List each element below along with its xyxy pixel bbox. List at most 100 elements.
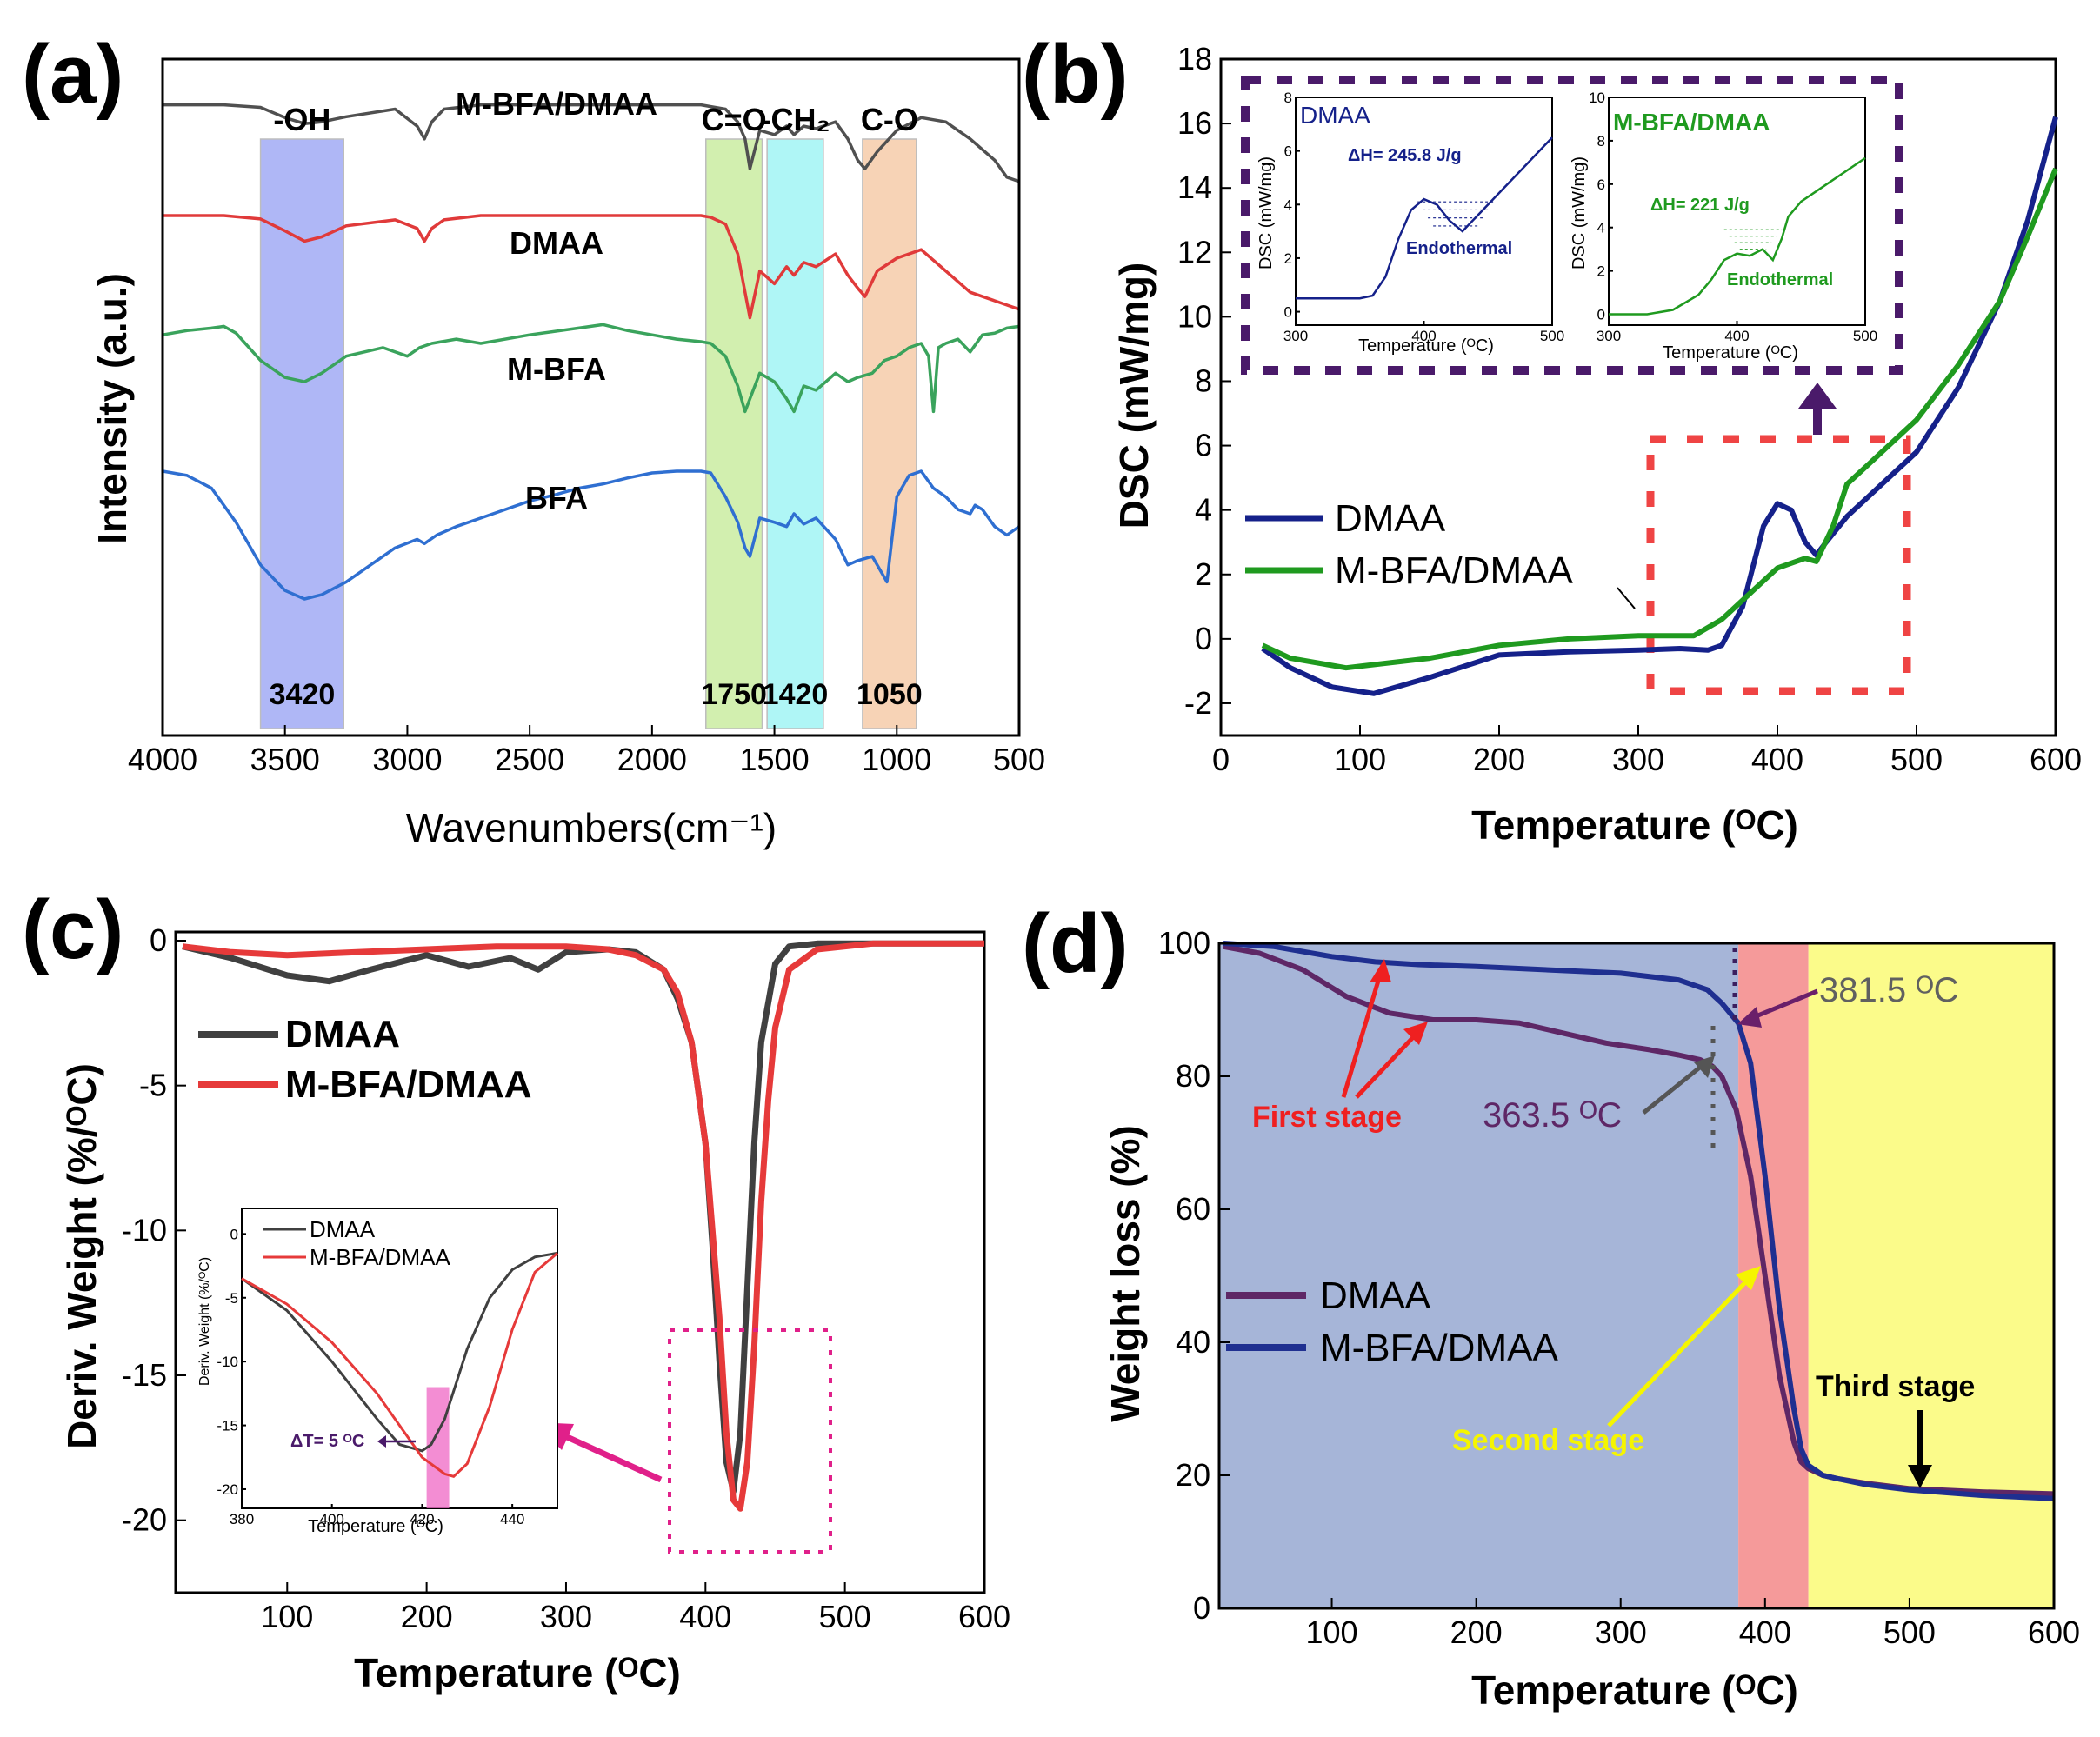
b-series-line-2 [1261,167,2058,671]
d-y-tick-label: 20 [1176,1457,1210,1493]
b-y-tick-label: 18 [1177,41,1212,77]
b-up-arrow [1798,383,1837,435]
b-x-axis-title: Temperature (ᴼC) [1471,802,1798,848]
a-x-tick-label: 4000 [128,742,197,777]
b-inset1-x-tick-label: 300 [1283,328,1308,344]
b-x-tick-label: 200 [1473,742,1525,777]
b-inset-dmaa-xlabel: Temperature (ᴼC) [1358,336,1494,356]
b-inset1-line [1296,136,1553,300]
b-inset2-y-tick-label: 4 [1597,220,1605,236]
d-legend-label-mbfa-dmaa: M-BFA/DMAA [1320,1327,1558,1369]
d-y-tick-label: 80 [1176,1058,1210,1094]
d-x-tick-label: 600 [2028,1614,2080,1650]
b-inset2-x-tick-label: 500 [1853,328,1877,344]
d-plot-frame [1217,942,2056,1610]
c-x-axis-title: Temperature (ᴼC) [354,1650,681,1695]
c-y-tick-label: -15 [122,1357,167,1393]
a-x-axis: 4000 3500 3000 2500 2000 1500 1000 500 [128,725,1045,777]
c-x-tick-label: 600 [958,1599,1010,1634]
a-x-tick-label: 2000 [617,742,687,777]
a-band-label: C=O [702,102,767,137]
c-series-line-2 [182,940,984,1512]
d-arrowhead-first-stage-2 [1403,1022,1428,1045]
b-inset1-x-tick-label: 500 [1540,328,1564,344]
b-inset-mbfa-dmaa-ylabel: DSC (mW/mg) [1570,156,1589,270]
b-legend-pointer [1617,587,1636,609]
d-x-tick-label: 100 [1306,1614,1358,1650]
a-y-axis-title: Intensity (a.u.) [90,273,135,544]
panel-c: (c) 100 200 300 400 500 600 0 -5 -10 -15 -20 DMAA … [22,883,1010,1695]
b-series-line-1 [1261,116,2058,696]
c-x-tick-label: 400 [679,1599,731,1634]
c-inset-ylabel: Deriv. Weight (%/ᴼC) [197,1257,212,1386]
a-x-tick-label: 500 [993,742,1045,777]
c-y-axis-title: Deriv. Weight (%/ᴼC) [59,1063,104,1449]
c-inset-x-tick-label: 440 [500,1511,524,1527]
b-inset-mbfa-dmaa-note: Endothermal [1727,270,1833,290]
a-band-2 [705,138,763,729]
c-inset-highlight [426,1387,450,1508]
d-y-axis-title: Weight loss (%) [1103,1125,1148,1422]
b-inset-mbfa-dmaa-dh: ΔH= 221 J/g [1650,196,1750,215]
c-y-tick-label: -5 [139,1068,167,1103]
b-zoom-box [1646,435,1911,695]
c-inset-y-tick-label: 0 [230,1226,238,1242]
b-inset1-y-tick-label: 6 [1284,143,1292,160]
b-inset1-y-tick-label: 2 [1284,250,1292,267]
c-zoom-box [668,1328,832,1554]
b-inset-mbfa-dmaa-title: M-BFA/DMAA [1613,109,1770,136]
d-y-tick-label: 0 [1193,1590,1210,1626]
c-plot-frame [174,930,986,1594]
d-x-tick-label: 300 [1595,1614,1647,1650]
c-inset-y-tick-label: -20 [217,1481,238,1498]
b-x-tick-label: 100 [1334,742,1386,777]
a-band-3 [766,138,824,729]
c-inset-xlabel: Temperature (ᴼC) [308,1517,443,1536]
b-y-tick-label: 2 [1195,556,1212,592]
d-x-tick-label: 400 [1739,1614,1791,1650]
a-plot-frame [161,57,1021,737]
b-y-tick-label: 8 [1195,363,1212,398]
d-label-first-stage: First stage [1252,1101,1402,1134]
d-arrowhead-first-stage-1 [1370,959,1391,982]
a-x-axis-title: Wavenumbers(cm⁻¹) [406,805,777,850]
c-inset-y-tick-label: -15 [217,1418,238,1434]
b-x-tick-label: 0 [1212,742,1230,777]
b-inset2-line [1609,156,1866,316]
b-inset-dmaa-ylabel: DSC (mW/mg) [1257,156,1276,270]
d-arrowhead-381 [1737,1007,1762,1028]
b-inset2-y-tick-label: 0 [1597,307,1605,323]
b-y-tick-label: 10 [1177,298,1212,334]
b-x-tick-label: 500 [1890,742,1943,777]
a-band-value: 1050 [857,678,923,711]
b-x-tick-label: 300 [1612,742,1664,777]
b-inset1-x-tick-label: 400 [1411,328,1436,344]
a-series-label: M-BFA [507,351,606,387]
panel-label-b: (b) [1022,28,1129,121]
d-legend: DMAA M-BFA/DMAA [1226,1274,1558,1369]
c-inset-x-tick-label: 380 [230,1511,254,1527]
b-inset-dmaa-note: Endothermal [1406,239,1512,258]
a-band-group [259,138,917,729]
c-y-tick-label: -10 [122,1212,167,1248]
d-legend-label-dmaa: DMAA [1320,1274,1431,1317]
c-inset-legend-label: M-BFA/DMAA [310,1244,450,1270]
panel-a: (a) 4000 3500 3000 2500 2000 1500 1000 500 -OH 3… [22,28,1045,850]
b-x-tick-label: 600 [2030,742,2082,777]
a-x-tick-label: 1000 [862,742,931,777]
a-series-label: DMAA [510,225,603,261]
b-inset-highlight-box [1241,76,1903,375]
d-arrow-381 [1749,988,1818,1022]
d-arrow-first-stage-2 [1355,1033,1417,1099]
b-y-tick-label: -2 [1184,685,1212,721]
a-x-tick-label: 3500 [250,742,320,777]
d-arrowhead-363 [1694,1055,1715,1078]
b-inset2-y-tick-label: 2 [1597,263,1605,280]
a-series-labels: -OH 3420 C=O 1750 -CH₂ 1420 C-O 1050 M-BFA/DMAA D… [270,86,923,711]
d-x-axis-title: Temperature (ᴼC) [1471,1667,1798,1713]
a-x-tick-label: 3000 [372,742,442,777]
b-y-tick-label: 14 [1177,170,1212,205]
b-x-tick-label: 400 [1751,742,1803,777]
c-inset-delta-t: ΔT= 5 ᴼC [290,1432,364,1451]
